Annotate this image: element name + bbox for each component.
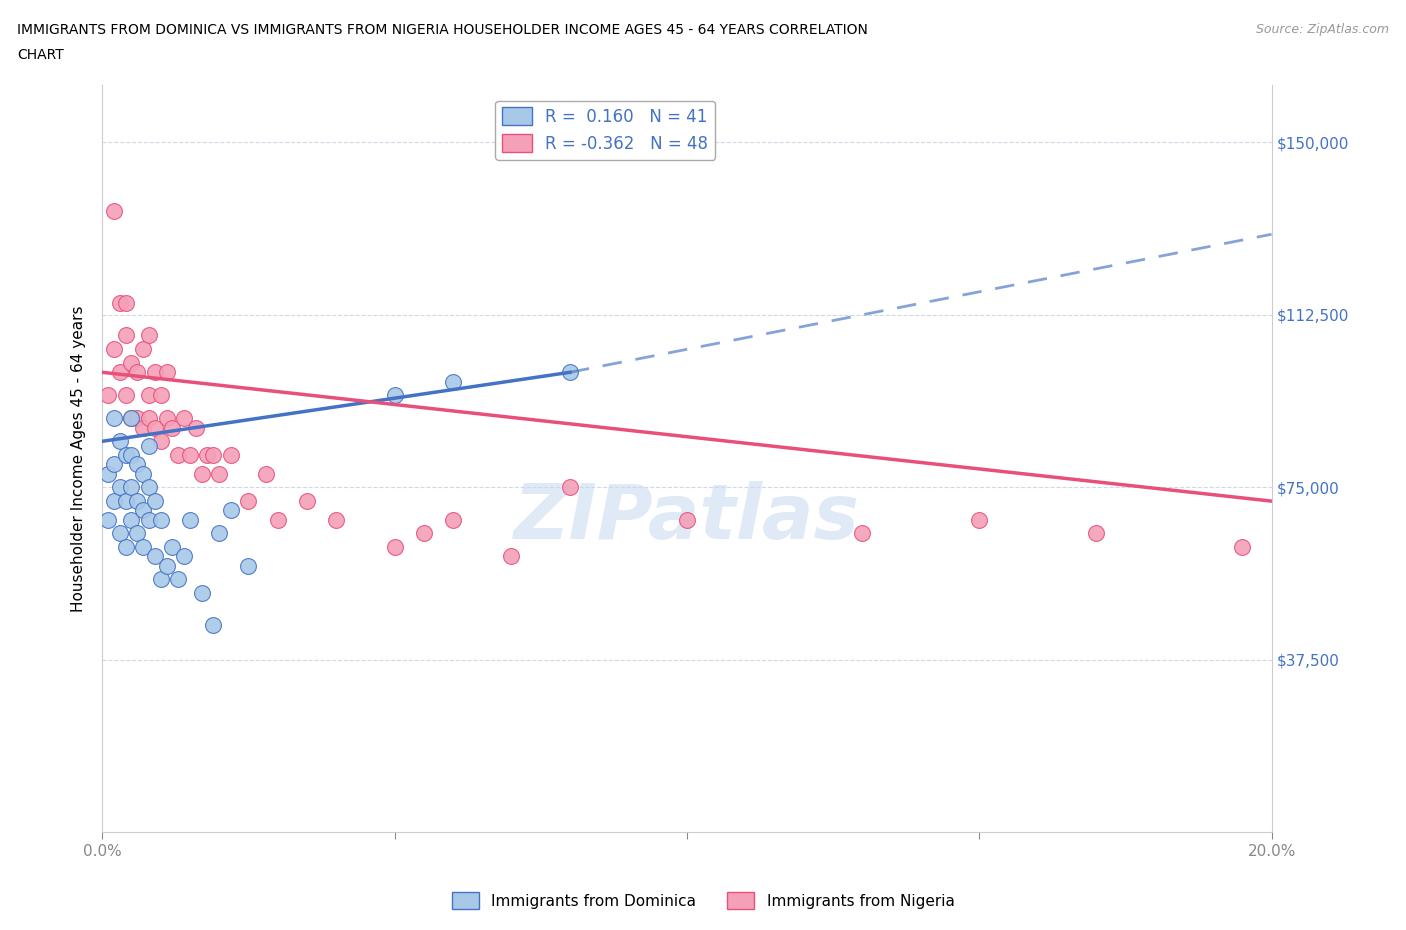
Point xyxy=(558,365,581,379)
Point xyxy=(325,512,347,527)
Point xyxy=(676,512,699,527)
Point xyxy=(149,512,172,527)
Point xyxy=(190,466,212,481)
Point xyxy=(179,512,201,527)
Point xyxy=(97,466,120,481)
Point xyxy=(120,355,142,370)
Point xyxy=(132,342,155,357)
Point xyxy=(1232,539,1254,554)
Point xyxy=(108,365,131,379)
Y-axis label: Householder Income Ages 45 - 64 years: Householder Income Ages 45 - 64 years xyxy=(72,305,86,612)
Point xyxy=(184,420,207,435)
Point xyxy=(143,365,166,379)
Text: Source: ZipAtlas.com: Source: ZipAtlas.com xyxy=(1256,23,1389,36)
Point xyxy=(202,618,225,632)
Point xyxy=(120,480,142,495)
Point xyxy=(120,447,142,462)
Point xyxy=(127,494,149,509)
Point xyxy=(197,447,219,462)
Point xyxy=(114,447,136,462)
Point xyxy=(103,494,125,509)
Point xyxy=(138,438,160,453)
Point xyxy=(412,525,434,540)
Text: CHART: CHART xyxy=(17,48,63,62)
Point xyxy=(143,420,166,435)
Point xyxy=(103,204,125,219)
Point xyxy=(173,411,195,426)
Point xyxy=(167,572,190,587)
Point xyxy=(149,434,172,449)
Point xyxy=(266,512,288,527)
Point xyxy=(167,447,190,462)
Point xyxy=(108,434,131,449)
Point xyxy=(155,558,177,573)
Point xyxy=(103,342,125,357)
Point xyxy=(155,365,177,379)
Point xyxy=(127,457,149,472)
Point xyxy=(558,480,581,495)
Point xyxy=(967,512,990,527)
Point xyxy=(114,539,136,554)
Point xyxy=(238,558,260,573)
Point xyxy=(384,388,406,403)
Point xyxy=(138,388,160,403)
Point xyxy=(97,512,120,527)
Point xyxy=(441,374,464,389)
Point xyxy=(138,328,160,343)
Point xyxy=(1085,525,1108,540)
Point xyxy=(238,494,260,509)
Point xyxy=(138,411,160,426)
Point xyxy=(114,388,136,403)
Point xyxy=(132,503,155,518)
Point xyxy=(501,549,523,564)
Point xyxy=(120,411,142,426)
Point xyxy=(295,494,318,509)
Point xyxy=(108,480,131,495)
Point xyxy=(441,512,464,527)
Point xyxy=(108,525,131,540)
Point xyxy=(138,480,160,495)
Point xyxy=(97,388,120,403)
Point xyxy=(851,525,873,540)
Point xyxy=(155,411,177,426)
Point xyxy=(219,503,242,518)
Legend: Immigrants from Dominica, Immigrants from Nigeria: Immigrants from Dominica, Immigrants fro… xyxy=(446,886,960,915)
Point xyxy=(149,388,172,403)
Point xyxy=(179,447,201,462)
Point xyxy=(190,586,212,601)
Legend: R =  0.160   N = 41, R = -0.362   N = 48: R = 0.160 N = 41, R = -0.362 N = 48 xyxy=(495,100,714,160)
Point xyxy=(127,411,149,426)
Point xyxy=(149,572,172,587)
Point xyxy=(143,494,166,509)
Point xyxy=(132,539,155,554)
Point xyxy=(254,466,277,481)
Point xyxy=(108,296,131,311)
Point xyxy=(127,525,149,540)
Point xyxy=(138,512,160,527)
Point xyxy=(114,296,136,311)
Point xyxy=(162,539,184,554)
Point xyxy=(202,447,225,462)
Point xyxy=(120,512,142,527)
Point xyxy=(208,466,231,481)
Text: ZIPatlas: ZIPatlas xyxy=(515,482,860,555)
Text: IMMIGRANTS FROM DOMINICA VS IMMIGRANTS FROM NIGERIA HOUSEHOLDER INCOME AGES 45 -: IMMIGRANTS FROM DOMINICA VS IMMIGRANTS F… xyxy=(17,23,868,37)
Point xyxy=(208,525,231,540)
Point xyxy=(103,457,125,472)
Point xyxy=(173,549,195,564)
Point xyxy=(219,447,242,462)
Point xyxy=(127,365,149,379)
Point xyxy=(162,420,184,435)
Point xyxy=(384,539,406,554)
Point xyxy=(114,494,136,509)
Point xyxy=(132,466,155,481)
Point xyxy=(143,549,166,564)
Point xyxy=(114,328,136,343)
Point xyxy=(103,411,125,426)
Point xyxy=(120,411,142,426)
Point xyxy=(132,420,155,435)
